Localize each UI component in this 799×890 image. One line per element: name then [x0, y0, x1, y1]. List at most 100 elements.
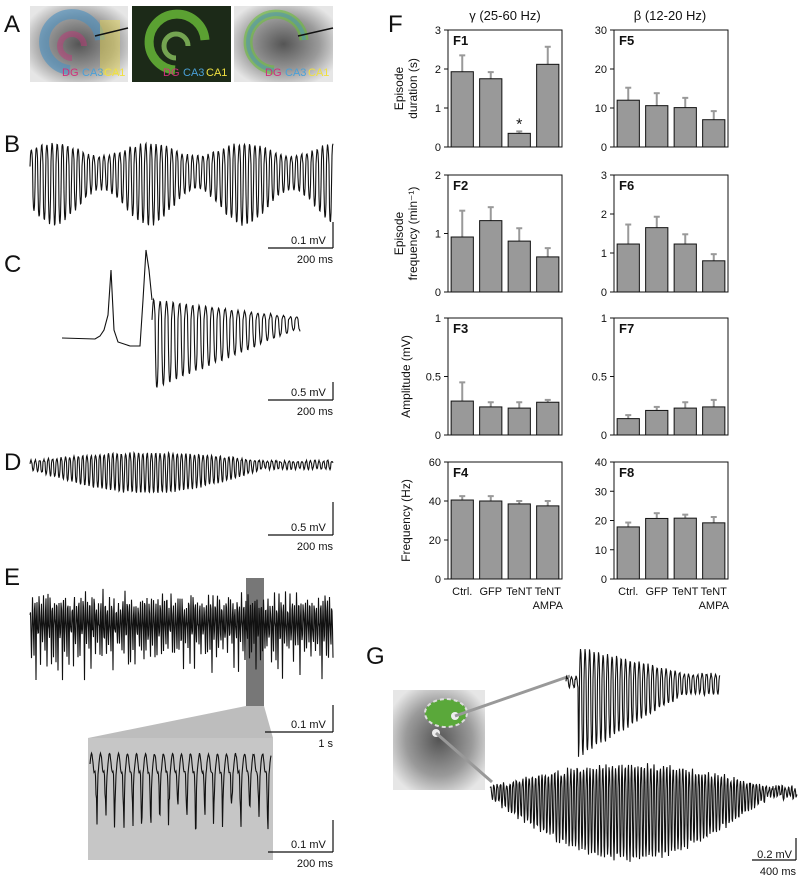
y-tick-label: 0 [601, 287, 607, 299]
y-tick-label: 1 [435, 103, 441, 115]
scale-label: 200 ms [297, 541, 334, 553]
panel-label: D [4, 449, 21, 476]
scale-label: 0.5 mV [291, 387, 327, 399]
y-tick-label: 2 [435, 64, 441, 76]
y-tick-label: 30 [595, 486, 607, 498]
panel-label: B [4, 131, 20, 158]
y-tick-label: 0 [435, 142, 441, 154]
axes-frame [447, 461, 563, 580]
electrode [297, 27, 334, 37]
bar [616, 526, 640, 580]
bar [702, 522, 726, 580]
panel-sublabel: F6 [619, 178, 634, 193]
bar [702, 260, 726, 293]
scale-label: 200 ms [297, 406, 334, 418]
y-tick-label: 20 [595, 64, 607, 76]
y-tick-label: 1 [601, 248, 607, 260]
y-tick-label: 0 [435, 287, 441, 299]
y-tick-label: 1 [435, 229, 441, 241]
bar [507, 132, 531, 148]
trace [89, 751, 272, 830]
panel-sublabel: F4 [453, 465, 469, 480]
y-tick-label: 3 [601, 170, 607, 182]
y-axis-label: Episodefrequency (min⁻¹) [392, 187, 420, 281]
panel-label: F [388, 11, 403, 38]
bar [536, 401, 560, 436]
y-tick-label: 0 [601, 430, 607, 442]
region-label: CA3 [285, 67, 306, 79]
trace [565, 648, 721, 757]
scale-label: 200 ms [297, 254, 334, 266]
scale-label: 0.1 mV [291, 839, 327, 851]
bar [536, 63, 560, 148]
bar [450, 71, 474, 148]
bar [673, 243, 697, 293]
region-label: CA1 [308, 67, 329, 79]
bar [479, 78, 503, 148]
bar [673, 107, 697, 148]
panel-sublabel: F2 [453, 178, 468, 193]
ca3-overlay [246, 12, 306, 72]
trace [489, 763, 798, 862]
trace [29, 450, 334, 494]
bar [479, 500, 503, 580]
bar [673, 517, 697, 580]
scale-label: 1 s [318, 738, 333, 750]
y-tick-label: 0 [435, 574, 441, 586]
scale-label: 0.5 mV [291, 522, 327, 534]
panel-label: G [366, 643, 385, 670]
trace [61, 249, 153, 347]
y-tick-label: 1 [601, 313, 607, 325]
trace [29, 141, 334, 226]
gfp-signal [144, 9, 210, 75]
gfp-signal [161, 31, 191, 61]
panel-g-image [393, 674, 571, 790]
y-tick-label: 20 [429, 535, 441, 547]
bar [702, 406, 726, 436]
bar [507, 503, 531, 580]
panel-sublabel: F3 [453, 321, 468, 336]
connector [435, 731, 493, 784]
bar [450, 400, 474, 436]
bar [645, 517, 669, 580]
bar [702, 119, 726, 148]
y-tick-label: 1 [435, 313, 441, 325]
y-axis-label: Frequency (Hz) [399, 479, 413, 562]
y-tick-label: 30 [595, 25, 607, 37]
column-title: β (12-20 Hz) [634, 8, 707, 23]
y-tick-label: 2 [601, 209, 607, 221]
bar [479, 220, 503, 293]
y-tick-label: 20 [595, 516, 607, 528]
bar [616, 418, 640, 436]
y-tick-label: 0.5 [426, 372, 441, 384]
scale-label: 0.1 mV [291, 235, 327, 247]
panel-label: A [4, 11, 20, 38]
x-tick-label: TeNT AMPA [699, 586, 730, 612]
x-tick-label: TeNT AMPA [533, 586, 564, 612]
x-tick-label: GFP [479, 586, 502, 598]
bar [616, 243, 640, 293]
bar [645, 227, 669, 293]
axes-frame [613, 174, 729, 293]
scale-label: 0.1 mV [291, 719, 327, 731]
bar [507, 407, 531, 436]
axes-frame [613, 29, 729, 148]
bar [645, 105, 669, 148]
y-axis-label: Amplitude (mV) [399, 335, 413, 418]
x-tick-label: TeNT [672, 586, 699, 598]
region-label: CA1 [104, 67, 125, 79]
bar [507, 240, 531, 293]
bar [645, 409, 669, 436]
y-tick-label: 0 [601, 142, 607, 154]
axes-frame [447, 29, 563, 148]
y-axis-label: Episodeduration (s) [392, 58, 420, 119]
region-label: DG [62, 67, 79, 79]
x-tick-label: TeNT [506, 586, 533, 598]
region-label: CA1 [206, 67, 227, 79]
panel-sublabel: F7 [619, 321, 634, 336]
y-tick-label: 60 [429, 457, 441, 469]
region-label: CA3 [183, 67, 204, 79]
y-tick-label: 2 [435, 170, 441, 182]
scale-label: 0.2 mV [757, 849, 793, 861]
